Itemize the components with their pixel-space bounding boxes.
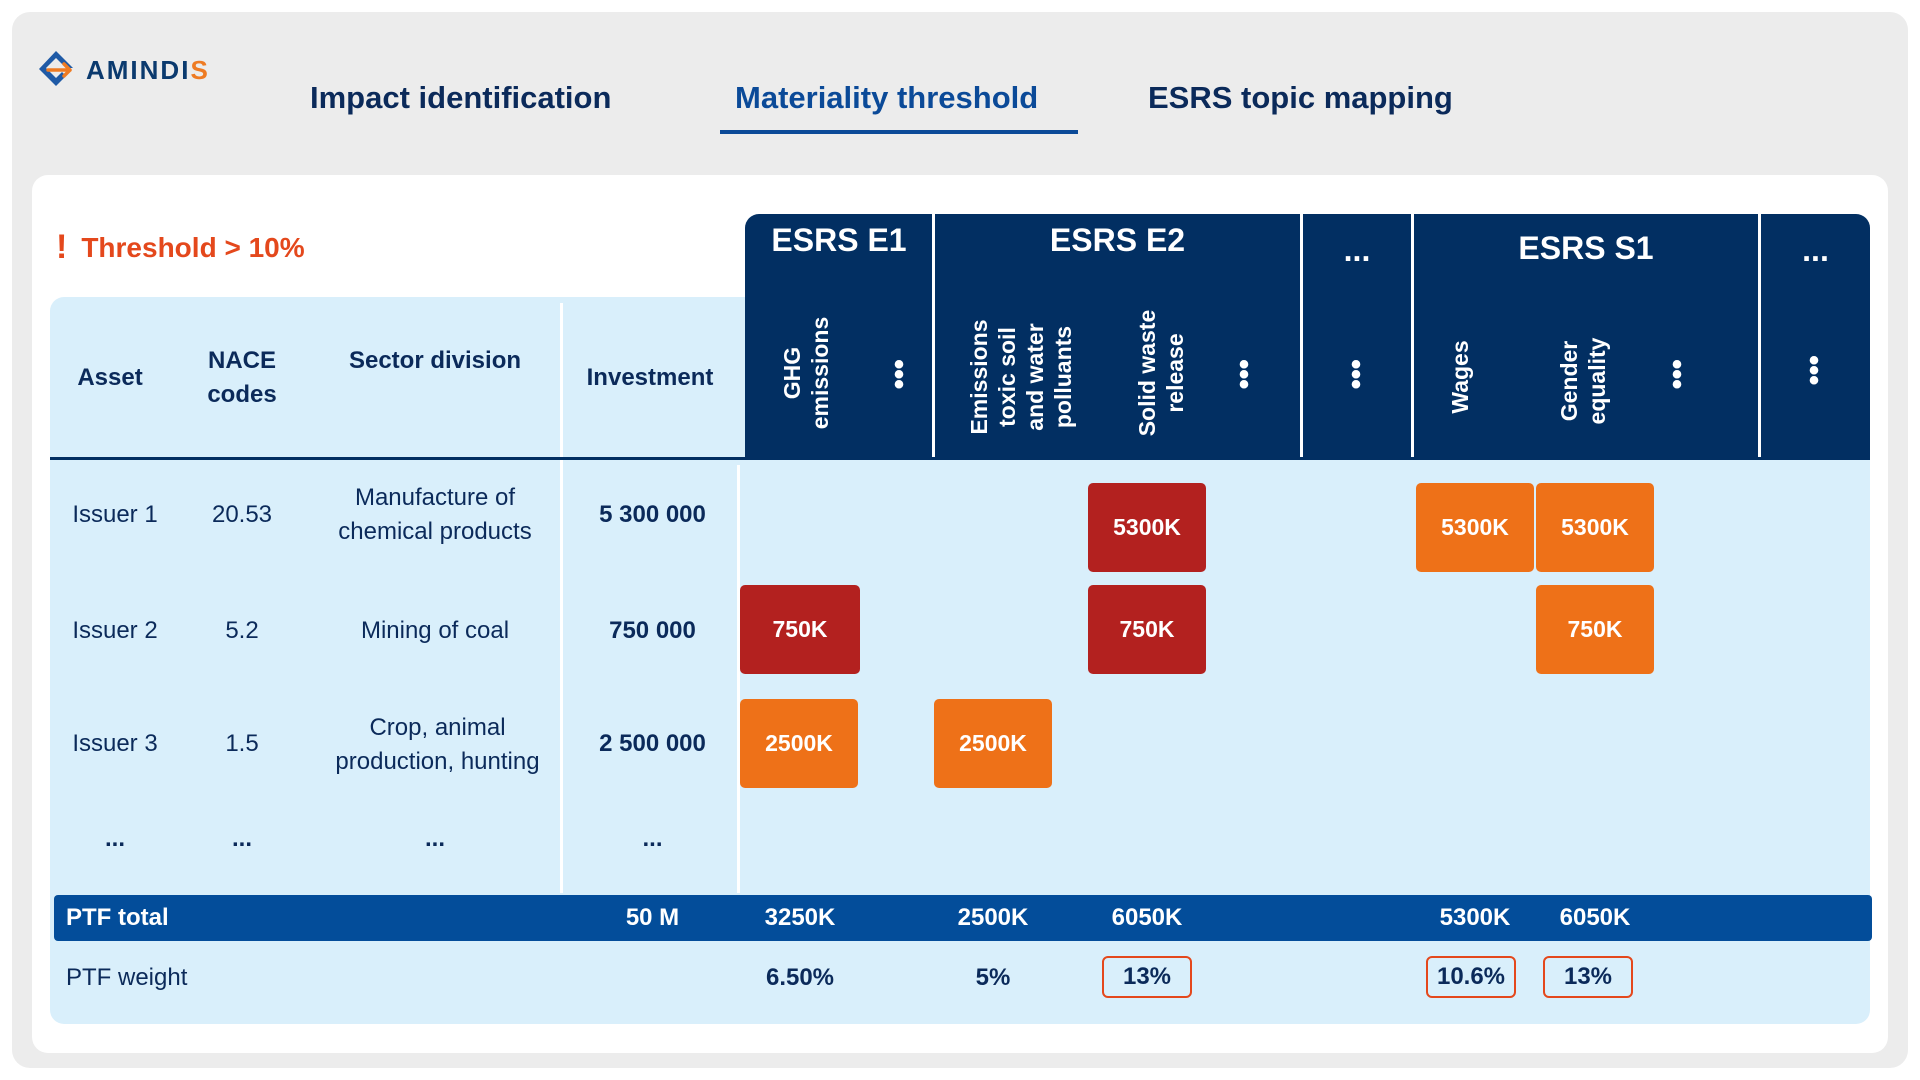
more-topics-e1-icon[interactable]: • • • (893, 348, 905, 401)
ptf-weight-label: PTF weight (66, 964, 188, 991)
threshold-label: Threshold > 10% (81, 231, 305, 263)
active-tab-indicator (720, 130, 1078, 134)
row2-nace: 5.2 (225, 617, 259, 644)
row1-sector: Manufacture of chemical products (338, 484, 532, 545)
header-divider (50, 457, 1870, 460)
row1-asset: Issuer 1 (72, 501, 158, 528)
col-header-nace: NACE codes (207, 347, 277, 408)
column-separator (560, 303, 563, 893)
row4-nace: ... (231, 825, 252, 852)
row2-asset: Issuer 2 (72, 617, 158, 644)
row3-nace: 1.5 (225, 730, 259, 757)
tab-impact-identification[interactable]: Impact identification (310, 80, 612, 115)
ptf-total-label: PTF total (66, 904, 169, 931)
value-box-r1-gender[interactable]: 5300K (1536, 483, 1654, 572)
value-box-r2-solid-waste[interactable]: 750K (1088, 585, 1206, 674)
group-esrs-s1: ESRS S1 (1518, 230, 1654, 266)
group-separator (932, 214, 935, 457)
value-box-r1-solid-waste[interactable]: 5300K (1088, 483, 1206, 572)
warning-icon: ! (56, 228, 68, 266)
more-topics-s1-icon[interactable]: • • • (1671, 348, 1683, 401)
more-topics-group2-icon[interactable]: • • • (1808, 344, 1820, 397)
col-header-sector: Sector division (348, 347, 522, 374)
group-separator (1411, 214, 1414, 457)
tab-esrs-topic-mapping[interactable]: ESRS topic mapping (1148, 80, 1453, 115)
value-box-r2-gender[interactable]: 750K (1536, 585, 1654, 674)
ptf-weight-wages: 10.6% (1426, 956, 1516, 998)
row3-asset: Issuer 3 (72, 730, 158, 757)
col-header-asset: Asset (77, 364, 143, 391)
more-topics-e2-icon[interactable]: • • • (1238, 348, 1250, 401)
value-box-r3-emissions-toxic[interactable]: 2500K (934, 699, 1052, 788)
group-separator (1300, 214, 1303, 457)
group-esrs-e2: ESRS E2 (1049, 222, 1186, 258)
amindis-logo-icon (39, 51, 73, 86)
ptf-total-solid-waste: 6050K (1111, 904, 1183, 931)
ptf-weight-emissions-toxic: 5% (975, 964, 1011, 991)
row4-investment: ... (642, 825, 663, 852)
ptf-total-emissions-toxic: 2500K (957, 904, 1029, 931)
brand-logo: AMINDIS (34, 48, 210, 92)
more-topics-group-icon[interactable]: • • • (1350, 348, 1362, 401)
column-separator (737, 465, 740, 893)
row4-asset: ... (104, 825, 125, 852)
group-more-2: ... (1802, 232, 1829, 268)
row1-investment: 5 300 000 (599, 501, 706, 528)
group-more-1: ... (1343, 232, 1371, 268)
row2-sector: Mining of coal (360, 617, 510, 644)
ptf-weight-solid-waste: 13% (1102, 956, 1192, 998)
ptf-weight-gender: 13% (1543, 956, 1633, 998)
ptf-total-ghg: 3250K (764, 904, 836, 931)
col-header-investment: Investment (586, 364, 714, 391)
value-box-r3-ghg[interactable]: 2500K (740, 699, 858, 788)
ptf-weight-ghg: 6.50% (765, 964, 835, 991)
row3-investment: 2 500 000 (599, 730, 706, 757)
row1-nace: 20.53 (211, 501, 273, 528)
threshold-alert: ! Threshold > 10% (56, 228, 305, 267)
group-separator (1758, 214, 1761, 457)
ptf-total-bar (54, 895, 1872, 941)
value-box-r2-ghg[interactable]: 750K (740, 585, 860, 674)
tab-materiality-threshold[interactable]: Materiality threshold (735, 80, 1039, 115)
row4-sector: ... (424, 825, 445, 852)
row3-sector: Crop, animal production, hunting (335, 714, 540, 775)
ptf-total-gender: 6050K (1559, 904, 1631, 931)
ptf-total-wages: 5300K (1439, 904, 1511, 931)
value-box-r1-wages[interactable]: 5300K (1416, 483, 1534, 572)
ptf-total-investment: 50 M (625, 904, 680, 931)
group-esrs-e1: ESRS E1 (771, 222, 907, 258)
row2-investment: 750 000 (609, 617, 696, 644)
brand-name: AMINDIS (86, 54, 210, 85)
